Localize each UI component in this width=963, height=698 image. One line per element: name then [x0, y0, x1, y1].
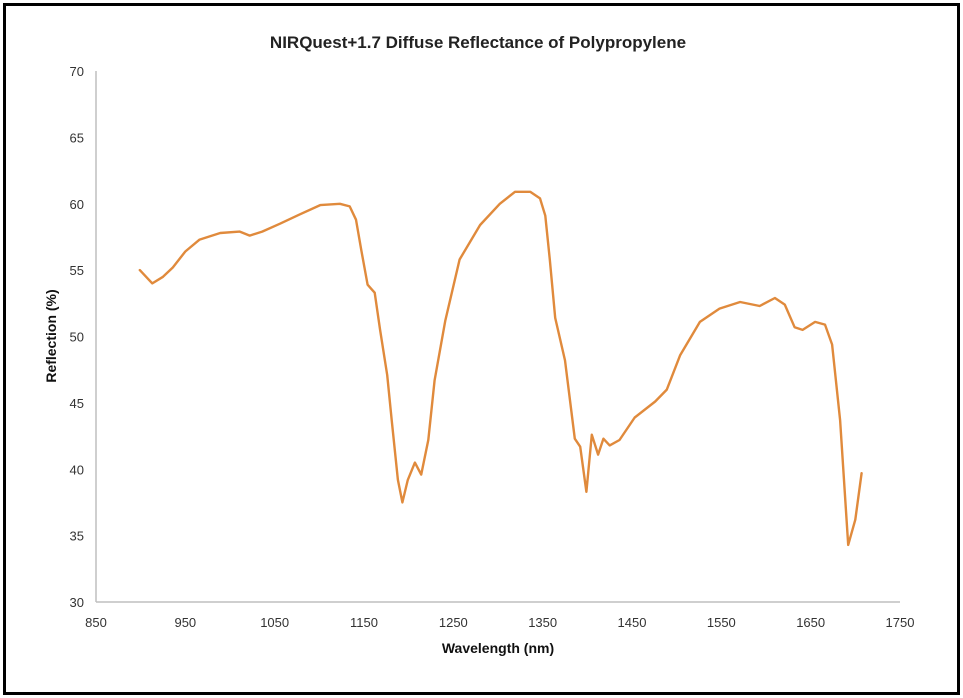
chart-frame	[3, 3, 960, 695]
x-tick-label: 950	[174, 615, 196, 630]
y-tick-label: 50	[70, 330, 84, 345]
chart-title: NIRQuest+1.7 Diffuse Reflectance of Poly…	[270, 33, 686, 52]
y-tick-label: 35	[70, 529, 84, 544]
y-tick-label: 55	[70, 263, 84, 278]
y-tick-label: 40	[70, 462, 84, 477]
x-axis-label: Wavelength (nm)	[442, 640, 554, 656]
x-tick-label: 1350	[528, 615, 557, 630]
y-tick-label: 65	[70, 130, 84, 145]
series-line	[138, 190, 863, 547]
y-tick-label: 30	[70, 595, 84, 610]
y-tick-label: 45	[70, 396, 84, 411]
x-tick-label: 1550	[707, 615, 736, 630]
y-axis-label: Reflection (%)	[43, 289, 59, 382]
x-tick-label: 1450	[618, 615, 647, 630]
x-tick-label: 1150	[350, 615, 378, 630]
x-tick-label: 1050	[260, 615, 289, 630]
x-tick-label: 1750	[886, 615, 915, 630]
x-tick-label: 1250	[439, 615, 468, 630]
y-tick-label: 60	[70, 197, 84, 212]
y-tick-label: 70	[70, 64, 84, 79]
x-tick-label: 850	[85, 615, 107, 630]
x-tick-label: 1650	[796, 615, 825, 630]
